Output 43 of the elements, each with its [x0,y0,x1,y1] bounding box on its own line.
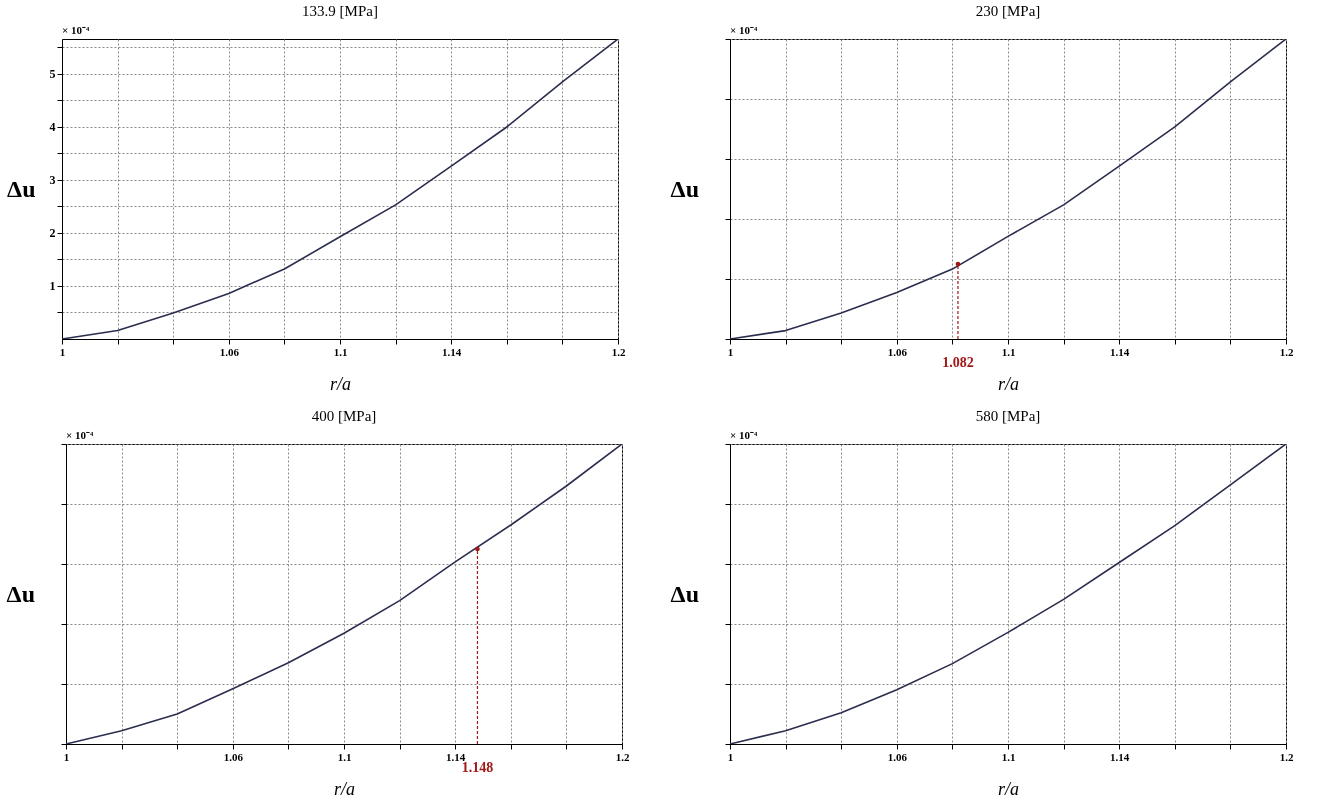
x-tick-label: 1.06 [223,750,244,763]
x-tick-label: 1.06 [887,750,908,763]
annotation: 1.082 [942,355,974,370]
y-axis-title: Δu [6,580,35,607]
x-tick-label: 1 [727,750,734,763]
x-tick-label: 1.2 [611,345,626,358]
x-tick-label: 1.06 [887,345,908,358]
y-tick-label: 4 [49,120,56,135]
x-axis-title: r/a [997,373,1020,394]
y-tick-label: 3 [49,173,56,188]
text: × 10⁻⁴ [66,429,95,441]
annotation: 1.148 [461,760,494,775]
x-tick-label: 1.1 [337,750,352,763]
x-tick-label: 1.06 [219,345,240,358]
text: × 10⁻⁴ [62,24,91,36]
chart-title: 230 [MPa] [975,3,1041,19]
text: × 10⁻⁴ [730,429,759,441]
y-tick-label: 1 [49,279,56,294]
chart-title: 580 [MPa] [975,408,1041,424]
x-tick-label: 1 [63,750,70,763]
chart-title: 133.9 [MPa] [302,3,378,19]
x-tick-label: 1.1 [333,345,348,358]
chart-title: 400 [MPa] [311,408,377,424]
x-tick-label: 1.14 [446,750,466,763]
y-tick-label: 2 [49,226,56,241]
x-tick-label: 1.14 [442,345,462,358]
x-tick-label: 1.2 [1279,750,1294,763]
x-axis-title: r/a [329,373,352,394]
y-axis-title: Δu [670,175,699,202]
x-axis-title: r/a [333,778,356,799]
x-tick-label: 1 [727,345,734,358]
x-tick-label: 1.14 [1110,345,1130,358]
x-tick-label: 1 [59,345,66,358]
x-tick-label: 1.1 [1001,750,1016,763]
y-axis-title: Δu [7,175,36,202]
y-tick-label: 5 [49,67,56,82]
x-tick-label: 1.1 [1001,345,1016,358]
x-axis-title: r/a [997,778,1020,799]
x-tick-label: 1.14 [1110,750,1130,763]
x-tick-label: 1.2 [615,750,630,763]
text: × 10⁻⁴ [730,24,759,36]
x-tick-label: 1.2 [1279,345,1294,358]
y-axis-title: Δu [670,580,699,607]
